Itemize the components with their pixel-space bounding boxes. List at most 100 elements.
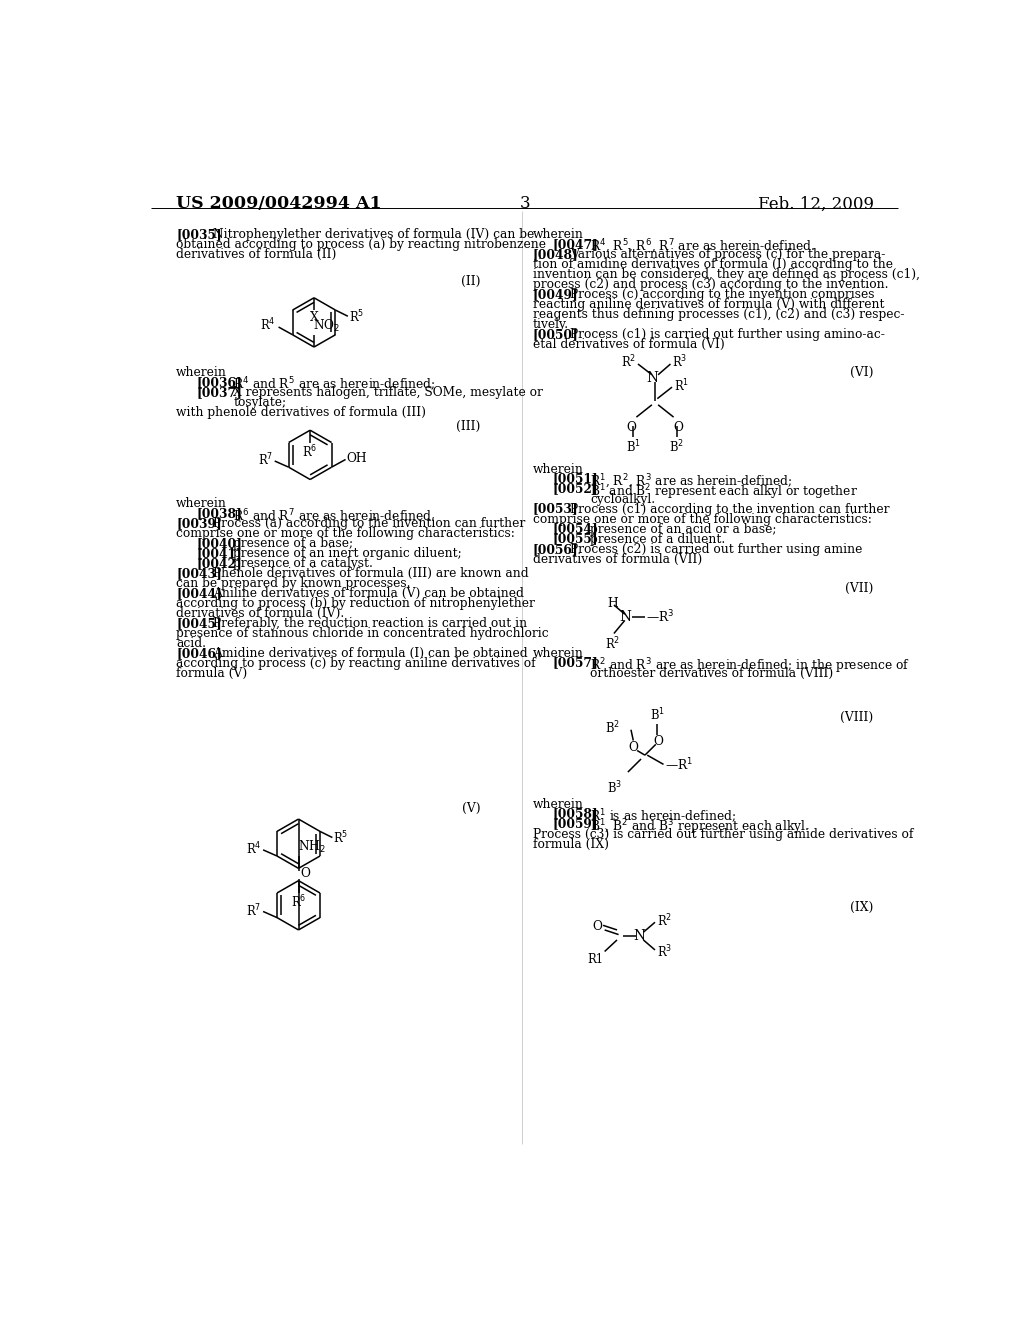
Text: O: O	[300, 867, 310, 880]
Text: R$^2$: R$^2$	[605, 636, 620, 652]
Text: R$^4$, R$^5$, R$^6$, R$^7$ are as herein-defined.: R$^4$, R$^5$, R$^6$, R$^7$ are as herein…	[590, 238, 815, 256]
Text: O: O	[592, 920, 602, 933]
Text: presence of a base;: presence of a base;	[233, 537, 353, 550]
Text: R$^4$ and R$^5$ are as herein-defined;: R$^4$ and R$^5$ are as herein-defined;	[233, 376, 436, 395]
Text: reagents thus defining processes (c1), (c2) and (c3) respec-: reagents thus defining processes (c1), (…	[532, 308, 904, 321]
Text: R$^6$: R$^6$	[291, 894, 306, 911]
Text: N: N	[647, 371, 658, 385]
Text: according to process (b) by reduction of nitrophenylether: according to process (b) by reduction of…	[176, 598, 535, 610]
Text: —R$^1$: —R$^1$	[665, 756, 693, 774]
Text: [0038]: [0038]	[197, 507, 242, 520]
Text: R$^3$: R$^3$	[656, 944, 672, 960]
Text: Process (c1) is carried out further using amino-ac-: Process (c1) is carried out further usin…	[569, 327, 885, 341]
Text: (II): (II)	[461, 276, 480, 289]
Text: [0048]: [0048]	[532, 248, 579, 261]
Text: Feb. 12, 2009: Feb. 12, 2009	[758, 195, 873, 213]
Text: [0040]: [0040]	[197, 537, 242, 550]
Text: (VIII): (VIII)	[841, 711, 873, 725]
Text: [0035]: [0035]	[176, 227, 221, 240]
Text: invention can be considered, they are defined as process (c1),: invention can be considered, they are de…	[532, 268, 920, 281]
Text: R$^1$: R$^1$	[674, 378, 689, 393]
Text: Nitrophenylether derivatives of formula (IV) can be: Nitrophenylether derivatives of formula …	[213, 227, 535, 240]
Text: wherein: wherein	[176, 367, 227, 379]
Text: X represents halogen, triflate, SOMe, mesylate or: X represents halogen, triflate, SOMe, me…	[233, 387, 544, 400]
Text: [0043]: [0043]	[176, 568, 222, 581]
Text: [0057]: [0057]	[553, 656, 598, 669]
Text: formula (IX): formula (IX)	[532, 838, 608, 850]
Text: O: O	[674, 421, 683, 434]
Text: R$^2$ and R$^3$ are as herein-defined; in the presence of: R$^2$ and R$^3$ are as herein-defined; i…	[590, 656, 910, 676]
Text: Process (c1) according to the invention can further: Process (c1) according to the invention …	[569, 503, 889, 516]
Text: [0036]: [0036]	[197, 376, 242, 389]
Text: wherein: wherein	[176, 498, 227, 511]
Text: [0051]: [0051]	[553, 473, 598, 486]
Text: Preferably, the reduction reaction is carried out in: Preferably, the reduction reaction is ca…	[213, 618, 527, 631]
Text: R$^2$: R$^2$	[622, 354, 636, 371]
Text: comprise one or more of the following characteristics:: comprise one or more of the following ch…	[532, 512, 871, 525]
Text: N: N	[634, 929, 645, 942]
Text: [0046]: [0046]	[176, 647, 222, 660]
Text: R$^6$ and R$^7$ are as herein-defined.: R$^6$ and R$^7$ are as herein-defined.	[233, 507, 435, 524]
Text: derivatives of formula (IV).: derivatives of formula (IV).	[176, 607, 344, 620]
Text: [0053]: [0053]	[532, 503, 579, 516]
Text: Various alternatives of process (c) for the prepara-: Various alternatives of process (c) for …	[569, 248, 885, 261]
Text: reacting aniline derivatives of formula (V) with different: reacting aniline derivatives of formula …	[532, 298, 884, 310]
Text: formula (V): formula (V)	[176, 668, 248, 680]
Text: derivatives of formula (VII): derivatives of formula (VII)	[532, 553, 701, 566]
Text: N: N	[620, 610, 632, 623]
Text: presence of an acid or a base;: presence of an acid or a base;	[590, 523, 776, 536]
Text: obtained according to process (a) by reacting nitrobenzene: obtained according to process (a) by rea…	[176, 238, 546, 251]
Text: B$^3$: B$^3$	[606, 780, 622, 796]
Text: comprise one or more of the following characteristics:: comprise one or more of the following ch…	[176, 527, 515, 540]
Text: [0059]: [0059]	[553, 817, 598, 830]
Text: tion of amidine derivatives of formula (I) according to the: tion of amidine derivatives of formula (…	[532, 257, 893, 271]
Text: Process (c3) is carried out further using amide derivatives of: Process (c3) is carried out further usin…	[532, 828, 913, 841]
Text: etal derivatives of formula (VI): etal derivatives of formula (VI)	[532, 338, 724, 351]
Text: wherein: wherein	[532, 647, 584, 660]
Text: Phenole derivatives of formula (III) are known and: Phenole derivatives of formula (III) are…	[213, 568, 528, 581]
Text: OH: OH	[346, 453, 367, 465]
Text: O: O	[653, 735, 663, 748]
Text: [0039]: [0039]	[176, 517, 221, 531]
Text: Aniline derivatives of formula (V) can be obtained: Aniline derivatives of formula (V) can b…	[213, 587, 524, 601]
Text: presence of a diluent.: presence of a diluent.	[590, 533, 725, 545]
Text: R$^7$: R$^7$	[258, 451, 273, 469]
Text: R$^7$: R$^7$	[247, 903, 261, 919]
Text: [0037]: [0037]	[197, 387, 242, 400]
Text: NH$_2$: NH$_2$	[298, 840, 326, 855]
Text: R$^3$: R$^3$	[672, 354, 687, 371]
Text: according to process (c) by reacting aniline derivatives of: according to process (c) by reacting ani…	[176, 657, 536, 671]
Text: O: O	[629, 741, 638, 754]
Text: —R$^3$: —R$^3$	[646, 609, 675, 626]
Text: [0049]: [0049]	[532, 288, 579, 301]
Text: Process (c) according to the invention comprises: Process (c) according to the invention c…	[569, 288, 874, 301]
Text: R$^2$: R$^2$	[656, 912, 672, 929]
Text: B$^1$: B$^1$	[626, 438, 641, 455]
Text: NO$_2$: NO$_2$	[313, 318, 341, 334]
Text: (IX): (IX)	[850, 902, 873, 915]
Text: O: O	[627, 421, 637, 434]
Text: presence of an inert organic diluent;: presence of an inert organic diluent;	[233, 548, 462, 560]
Text: R$^5$: R$^5$	[333, 830, 348, 846]
Text: (III): (III)	[457, 420, 480, 433]
Text: [0050]: [0050]	[532, 327, 579, 341]
Text: X: X	[309, 312, 318, 323]
Text: tively.: tively.	[532, 318, 568, 331]
Text: R$^5$: R$^5$	[348, 309, 364, 325]
Text: presence of stannous chloride in concentrated hydrochloric: presence of stannous chloride in concent…	[176, 627, 549, 640]
Text: [0058]: [0058]	[553, 808, 598, 821]
Text: (VI): (VI)	[850, 367, 873, 379]
Text: B$^1$ and B$^2$ represent each alkyl or together: B$^1$ and B$^2$ represent each alkyl or …	[590, 483, 858, 502]
Text: R$^6$: R$^6$	[302, 444, 317, 459]
Text: [0044]: [0044]	[176, 587, 222, 601]
Text: cycloalkyl.: cycloalkyl.	[590, 492, 655, 506]
Text: wherein: wherein	[532, 797, 584, 810]
Text: with phenole derivatives of formula (III): with phenole derivatives of formula (III…	[176, 407, 426, 420]
Text: Process (c2) is carried out further using amine: Process (c2) is carried out further usin…	[569, 543, 862, 556]
Text: [0047]: [0047]	[553, 238, 599, 251]
Text: process (c2) and process (c3) according to the invention.: process (c2) and process (c3) according …	[532, 277, 888, 290]
Text: B$^2$: B$^2$	[670, 438, 684, 455]
Text: B$^1$: B$^1$	[650, 706, 665, 723]
Text: R1: R1	[587, 953, 603, 966]
Text: [0041]: [0041]	[197, 548, 242, 560]
